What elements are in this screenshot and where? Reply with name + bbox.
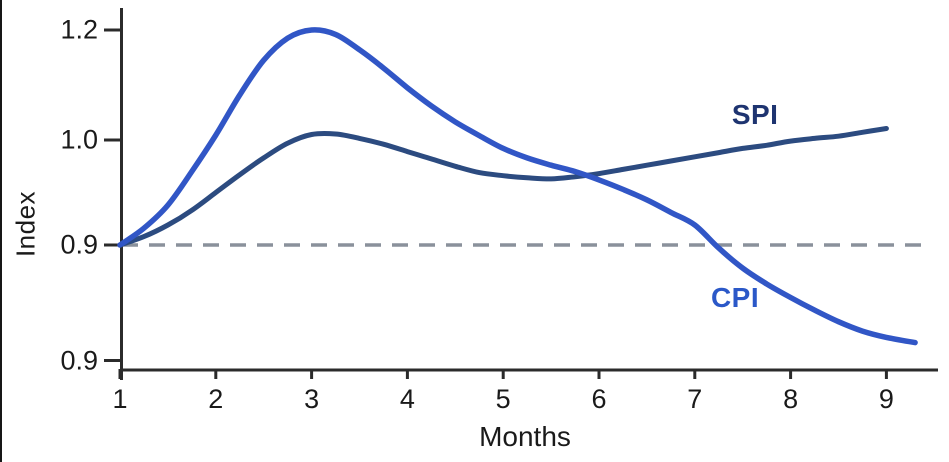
image-left-border	[0, 0, 2, 462]
y-tick-label: 1.0	[60, 124, 98, 155]
x-tick-label: 1	[112, 384, 128, 414]
cpi-curve	[117, 27, 918, 346]
x-tick-label: 6	[591, 384, 607, 414]
spi-series-label: SPI	[731, 99, 779, 131]
x-tick-label: 3	[304, 384, 320, 414]
y-tick-label: 0.9	[60, 229, 98, 260]
x-tick-label: 8	[783, 384, 799, 414]
x-tick-label: 9	[878, 384, 894, 414]
x-axis-title: Months	[479, 421, 571, 452]
spi-curve	[117, 126, 889, 248]
x-tick-label: 4	[399, 384, 415, 414]
x-tick-label: 5	[495, 384, 511, 414]
y-tick-label: 0.9	[60, 345, 98, 375]
x-tick-label: 2	[208, 384, 224, 414]
y-tick-label: 1.2	[60, 14, 98, 45]
y-axis-title: Index	[10, 190, 41, 258]
x-tick-label: 7	[687, 384, 703, 414]
cpi-series-label: CPI	[710, 281, 760, 313]
